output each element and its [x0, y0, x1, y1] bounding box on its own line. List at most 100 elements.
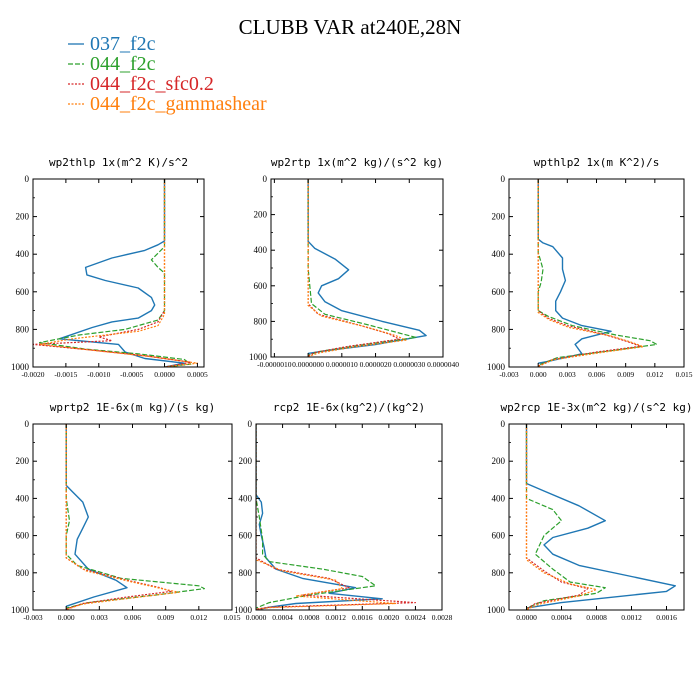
legend-entry: 037_f2c — [68, 33, 156, 55]
series-line-044_f2c_gammashear — [525, 424, 598, 610]
panel-title: wpthlp2 1x(m K^2)/s — [534, 156, 660, 169]
chart-panel: wprtp2 1E-6x(m kg)/(s kg) 0 200 400 600 800 10… — [11, 401, 241, 622]
y-tick-label: 200 — [16, 456, 30, 466]
y-tick-label: 0 — [501, 174, 506, 184]
chart-panel: wp2rtp 1x(m^2 kg)/(s^2 kg)0 200 400 600 800 1… — [249, 156, 459, 369]
y-tick-label: 1000 — [11, 605, 30, 615]
x-tick-label: 0.0000020 — [360, 360, 392, 369]
y-tick-label: 1000 — [487, 605, 506, 615]
chart-panel: rcp2 1E-6x(kg^2)/(kg^2) 0 200 400 600 800 1000… — [234, 401, 453, 622]
panels: wp2thlp 1x(m^2 K)/s^202004006008001000-0… — [11, 156, 693, 622]
legend-label: 037_f2c — [90, 33, 156, 55]
x-tick-label: 0.009 — [617, 370, 634, 379]
legend-entry: 044_f2c_sfc0.2 — [68, 73, 214, 95]
series-line-037_f2c — [65, 424, 128, 607]
plot-frame — [508, 178, 685, 368]
plot-frame — [32, 423, 233, 611]
y-tick-label: 600 — [254, 281, 268, 291]
series-line-044_f2c — [537, 179, 658, 366]
x-tick-label: 0.0005 — [187, 370, 208, 379]
x-tick-label: 0.0008 — [299, 613, 320, 622]
series-line-044_f2c_gammashear — [307, 179, 407, 357]
series-line-044_f2c_gammashear — [38, 179, 198, 367]
x-tick-label: -0.0020 — [21, 370, 44, 379]
legend-entry: 044_f2c_gammashear — [68, 93, 267, 115]
y-tick-label: 800 — [239, 568, 253, 578]
x-tick-label: 0.009 — [157, 613, 174, 622]
series-line-037_f2c — [307, 179, 427, 355]
series-line-044_f2c_gammashear — [537, 179, 644, 367]
legend: 037_f2c044_f2c044_f2c_sfc0.2044_f2c_gamm… — [68, 33, 267, 115]
y-tick-label: 200 — [16, 212, 30, 222]
legend-entry: 044_f2c — [68, 53, 156, 75]
y-tick-label: 400 — [254, 245, 268, 255]
x-tick-label: 0.0004 — [551, 613, 572, 622]
x-tick-label: 0.0016 — [352, 613, 373, 622]
x-tick-label: -0.0005 — [120, 370, 143, 379]
x-tick-label: 0.0020 — [379, 613, 400, 622]
series-group — [307, 179, 427, 357]
panel-title: wp2thlp 1x(m^2 K)/s^2 — [49, 156, 188, 169]
series-group — [256, 424, 416, 610]
y-tick-label: 800 — [492, 324, 506, 334]
x-tick-label: 0.0000 — [154, 370, 175, 379]
y-tick-label: 800 — [16, 324, 30, 334]
series-line-044_f2c — [65, 424, 205, 609]
y-tick-label: 0 — [263, 174, 268, 184]
y-tick-label: 400 — [492, 249, 506, 259]
y-tick-label: 600 — [492, 531, 506, 541]
legend-label: 044_f2c — [90, 53, 156, 75]
y-tick-label: 1000 — [487, 362, 506, 372]
y-tick-label: 200 — [239, 456, 253, 466]
series-group — [537, 179, 658, 367]
series-line-044_f2c — [525, 424, 606, 609]
y-tick-label: 400 — [16, 249, 30, 259]
x-tick-label: -0.0000010 — [257, 360, 292, 369]
series-line-044_f2c_sfc0.2 — [525, 424, 589, 610]
x-tick-label: 0.0000030 — [393, 360, 425, 369]
y-tick-label: 200 — [492, 456, 506, 466]
x-tick-label: 0.0016 — [656, 613, 677, 622]
x-tick-label: 0.0024 — [405, 613, 426, 622]
y-tick-label: 1000 — [11, 362, 30, 372]
chart-panel: wp2thlp 1x(m^2 K)/s^202004006008001000-0… — [11, 156, 208, 379]
chart-panel: wpthlp2 1x(m K^2)/s 0 200 400 600 800 1000-0.0… — [487, 156, 693, 379]
y-tick-label: 600 — [16, 287, 30, 297]
y-tick-label: 800 — [492, 568, 506, 578]
y-tick-label: 1000 — [234, 605, 253, 615]
y-tick-label: 0 — [25, 174, 30, 184]
x-tick-label: 0.0004 — [272, 613, 293, 622]
x-tick-label: 0.015 — [676, 370, 693, 379]
x-tick-label: 0.0012 — [621, 613, 642, 622]
y-tick-label: 400 — [16, 493, 30, 503]
series-line-044_f2c_sfc0.2 — [307, 179, 400, 357]
series-line-044_f2c — [256, 424, 377, 609]
series-line-044_f2c_sfc0.2 — [256, 424, 416, 610]
panel-title: wp2rcp 1E-3x(m^2 kg)/(s^2 kg) — [500, 401, 692, 414]
figure-title: CLUBB VAR at240E,28N — [239, 15, 462, 39]
panel-title: rcp2 1E-6x(kg^2)/(kg^2) — [273, 401, 425, 414]
series-line-044_f2c_gammashear — [256, 424, 397, 610]
x-tick-label: -0.0010 — [87, 370, 110, 379]
y-tick-label: 600 — [239, 531, 253, 541]
series-line-037_f2c — [525, 424, 676, 609]
x-tick-label: 0.000 — [58, 613, 75, 622]
x-tick-label: 0.012 — [190, 613, 207, 622]
x-tick-label: 0.0000 — [516, 613, 537, 622]
x-tick-label: 0.0000040 — [427, 360, 459, 369]
y-tick-label: 600 — [492, 287, 506, 297]
panel-title: wp2rtp 1x(m^2 kg)/(s^2 kg) — [271, 156, 443, 169]
series-line-037_f2c — [58, 179, 186, 367]
legend-label: 044_f2c_gammashear — [90, 93, 267, 115]
x-tick-label: -0.0015 — [54, 370, 77, 379]
x-tick-label: -0.003 — [499, 370, 519, 379]
legend-label: 044_f2c_sfc0.2 — [90, 73, 214, 95]
x-tick-label: 0.0028 — [432, 613, 453, 622]
y-tick-label: 0 — [25, 419, 30, 429]
x-tick-label: 0.0000000 — [292, 360, 324, 369]
y-tick-label: 600 — [16, 531, 30, 541]
y-tick-label: 200 — [254, 210, 268, 220]
y-tick-label: 0 — [501, 419, 506, 429]
x-tick-label: 0.012 — [646, 370, 663, 379]
